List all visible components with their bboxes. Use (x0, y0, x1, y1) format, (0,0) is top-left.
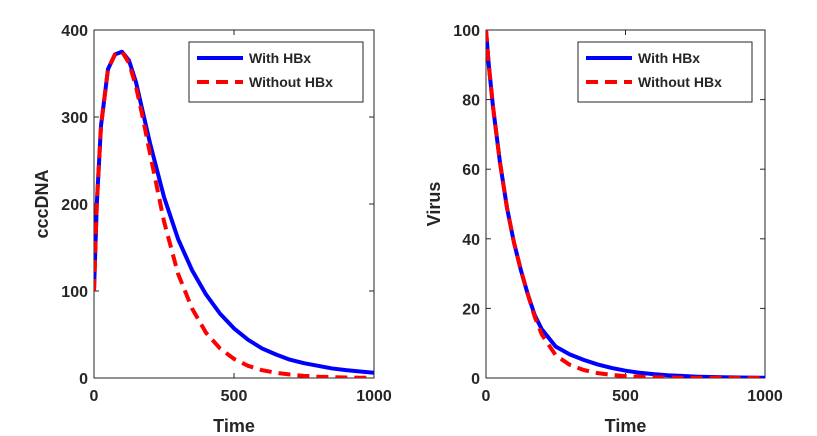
virus-legend-label-with-hbx: With HBx (638, 50, 700, 66)
cccdna-ylabel: cccDNA (32, 169, 52, 238)
virus-ytick-label: 60 (462, 162, 480, 179)
virus-ytick-label: 0 (471, 371, 480, 388)
virus-ylabel: Virus (424, 182, 444, 227)
cccdna-ytick-label: 0 (79, 371, 88, 388)
virus-legend-box (577, 41, 753, 103)
cccdna-legend-box (188, 41, 364, 103)
cccdna-xtick-label: 500 (221, 388, 248, 405)
virus-ytick-label: 80 (462, 93, 480, 110)
virus-legend: With HBx Without HBx (577, 41, 753, 103)
cccdna-ytick-label: 400 (61, 23, 88, 40)
virus-ytick-label: 40 (462, 232, 480, 249)
cccdna-ytick-label: 200 (61, 197, 88, 214)
cccdna-legend: With HBx Without HBx (188, 41, 364, 103)
cccdna-legend-label-with-hbx: With HBx (249, 50, 311, 66)
virus-ytick-label: 100 (453, 23, 480, 40)
cccdna-xtick-label: 0 (90, 388, 99, 405)
cccdna-xlabel: Time (213, 416, 255, 436)
virus-xtick-label: 500 (612, 388, 639, 405)
virus-ytick-label: 20 (462, 301, 480, 318)
virus-xlabel: Time (605, 416, 647, 436)
virus-xtick-label: 0 (482, 388, 491, 405)
cccdna-xtick-label: 1000 (356, 388, 392, 405)
virus-series-with-hbx-line (486, 29, 765, 378)
cccdna-legend-label-without-hbx: Without HBx (249, 74, 333, 90)
virus-legend-label-without-hbx: Without HBx (638, 74, 722, 90)
virus-xtick-label: 1000 (747, 388, 783, 405)
cccdna-series-with-hbx-line (94, 49, 374, 375)
cccdna-ytick-label: 300 (61, 110, 88, 127)
cccdna-ytick-label: 100 (61, 284, 88, 301)
